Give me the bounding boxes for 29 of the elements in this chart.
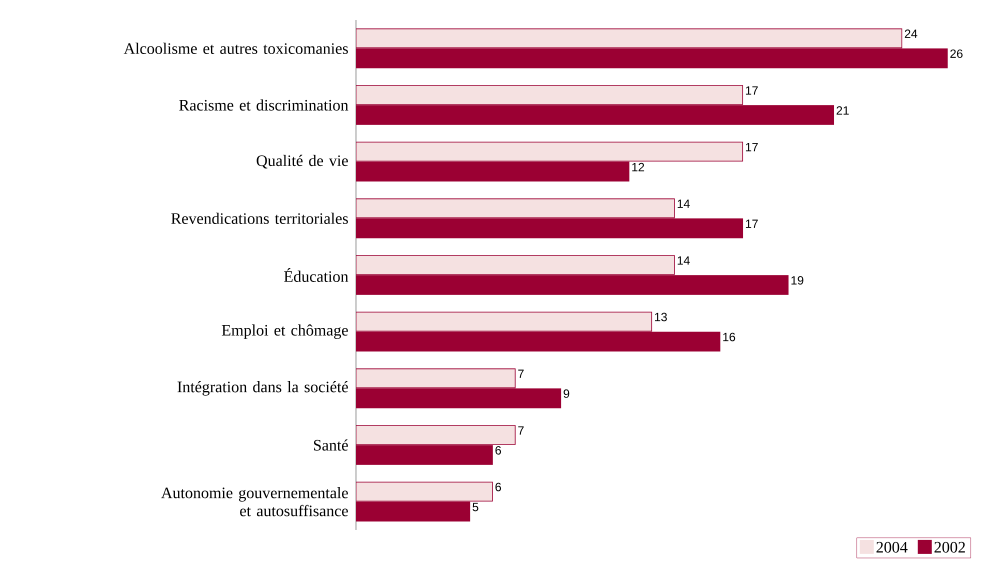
y-tick-label: Emploi et chômage — [222, 324, 348, 339]
data-label: 13 — [654, 312, 667, 322]
data-label: 19 — [791, 276, 804, 285]
data-label: 6 — [495, 446, 502, 455]
data-label: 7 — [518, 426, 524, 435]
y-tick-label: Santé — [314, 439, 348, 451]
y-tick-label: Intégration dans la société — [178, 381, 348, 396]
data-label: 6 — [495, 482, 502, 492]
legend-label: 2002 — [934, 542, 965, 553]
y-tick-label: Alcoolisme et autres toxicomanies — [124, 42, 348, 54]
data-label: 5 — [472, 502, 478, 512]
y-tick-label: Autonomie gouvernementale et autosuffisance — [161, 487, 348, 516]
data-label: 16 — [723, 332, 736, 342]
y-tick-label: Qualité de vie — [256, 154, 348, 169]
data-label: 14 — [678, 200, 690, 208]
data-label: 17 — [746, 143, 758, 152]
data-label: 24 — [904, 30, 918, 38]
y-tick-label: Revendications territoriales — [171, 212, 348, 224]
data-label: 7 — [518, 370, 524, 378]
legend-label: 2004 — [876, 542, 908, 553]
data-label: 12 — [632, 162, 644, 172]
data-label: 26 — [950, 49, 963, 58]
y-tick-label: Racisme et discrimination — [179, 99, 348, 111]
data-label: 9 — [564, 389, 570, 398]
y-tick-label: Éducation — [284, 268, 348, 282]
data-label: 14 — [678, 256, 690, 265]
data-label: 17 — [746, 220, 758, 228]
data-label: 17 — [746, 86, 758, 95]
data-label: 21 — [836, 106, 849, 115]
